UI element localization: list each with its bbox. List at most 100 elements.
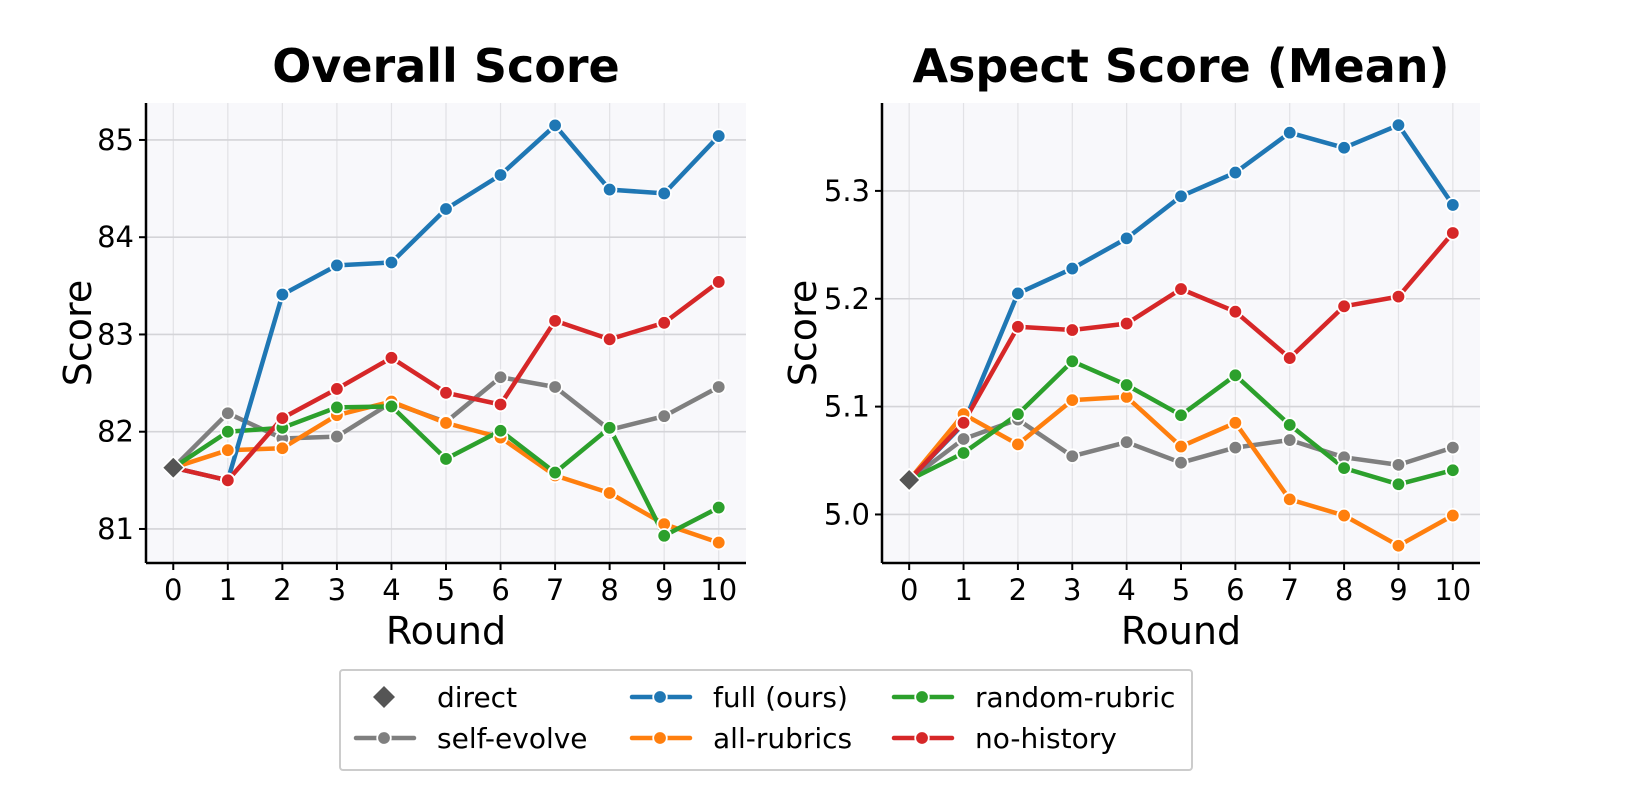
point-no-history [1227,303,1244,320]
x-tick-label: 3 [328,573,346,607]
point-self-evolve [1118,434,1135,450]
point-random-rubric [1064,353,1080,370]
legend-marker [373,686,395,708]
y-tick-label: 82 [97,415,134,449]
point-full-ours [656,185,672,202]
point-full-ours [1227,164,1244,181]
point-no-history [1173,281,1189,297]
y-tick-label: 5.2 [824,282,870,316]
point-random-rubric [955,445,972,461]
point-no-history [1336,298,1352,315]
legend-label: full (ours) [713,681,848,714]
point-direct [897,467,922,493]
point-all-rubrics [1227,415,1244,431]
point-random-rubric [656,528,672,544]
point-no-history [1064,322,1080,338]
point-full-ours [1282,124,1298,141]
point-random-rubric [1390,476,1407,492]
point-self-evolve [711,379,727,395]
point-no-history [1445,225,1461,241]
x-tick-label: 4 [1117,573,1135,607]
point-random-rubric [220,424,236,440]
legend-label: all-rubrics [713,722,852,755]
point-full-ours [1445,197,1461,213]
point-all-rubrics [1173,438,1189,455]
point-no-history [492,396,509,413]
y-tick-label: 81 [97,512,134,546]
point-self-evolve [1390,457,1407,473]
point-no-history [329,381,345,397]
y-tick-label: 5.1 [824,390,870,424]
point-full-ours [1173,188,1189,204]
point-all-rubrics [1010,436,1026,453]
point-self-evolve [1282,432,1298,448]
point-full-ours [711,128,727,144]
x-tick-label: 2 [273,573,291,607]
point-no-history [1390,288,1407,305]
point-full-ours [1390,117,1407,133]
point-no-history [438,385,454,401]
point-random-rubric [1445,462,1461,478]
point-no-history [274,410,291,426]
point-no-history [955,415,972,431]
point-random-rubric [547,464,563,481]
x-tick-label: 2 [1009,573,1027,607]
legend: direct self-evolve full (ours) all-rubrics r… [339,669,1193,771]
point-full-ours [329,257,345,274]
point-no-history [656,315,672,331]
point-full-ours [601,181,618,198]
point-no-history [601,331,618,348]
point-self-evolve [547,379,563,395]
point-no-history [383,350,400,366]
point-self-evolve [1173,454,1189,471]
y-axis-label: Score [56,280,100,386]
point-self-evolve [955,431,972,447]
legend-marker [652,730,668,746]
point-all-rubrics [711,534,727,551]
point-all-rubrics [1445,507,1461,524]
y-axis-label: Score [781,280,825,386]
x-tick-label: 0 [900,573,918,607]
point-random-rubric [711,499,727,516]
point-random-rubric [329,399,345,416]
point-random-rubric [1118,377,1135,393]
x-tick-label: 1 [219,573,237,607]
y-tick-label: 83 [97,317,134,351]
point-full-ours [383,254,400,271]
y-tick-label: 5.0 [824,497,870,531]
y-tick-label: 85 [97,123,134,157]
point-random-rubric [1227,367,1244,384]
x-tick-label: 5 [437,573,455,607]
point-all-rubrics [274,440,291,456]
legend-marker [652,689,668,705]
legend-entry-self-evolve: self-evolve [353,722,588,755]
point-full-ours [274,286,291,303]
point-full-ours [1118,230,1135,247]
y-tick-label: 5.3 [824,174,870,208]
point-random-rubric [1010,406,1026,422]
x-tick-label: 0 [164,573,182,607]
point-random-rubric [438,451,454,467]
legend-marker [914,730,930,746]
legend-marker [914,689,930,705]
x-tick-label: 9 [655,573,673,607]
point-random-rubric [601,420,618,436]
legend-label: direct [437,681,517,714]
point-full-ours [438,201,454,217]
legend-entry-direct: direct [373,681,517,714]
legend-label: self-evolve [437,722,588,755]
chart-title: Aspect Score (Mean) [912,39,1449,93]
legend-entry-no-history: no-history [891,722,1117,755]
y-tick-label: 84 [97,220,134,254]
point-self-evolve [329,428,345,445]
x-tick-label: 6 [1226,573,1244,607]
chart-panel-aspect-score: 0 1 2 3 4 5 6 7 8 9 10 5.0 5.1 5.2 5.3 Aspect Score (Me… [781,39,1480,653]
point-full-ours [492,167,509,183]
point-no-history [220,472,236,489]
point-full-ours [1064,260,1080,277]
x-tick-label: 9 [1389,573,1407,607]
point-self-evolve [1064,448,1080,464]
x-tick-label: 7 [1281,573,1299,607]
point-no-history [1282,350,1298,366]
